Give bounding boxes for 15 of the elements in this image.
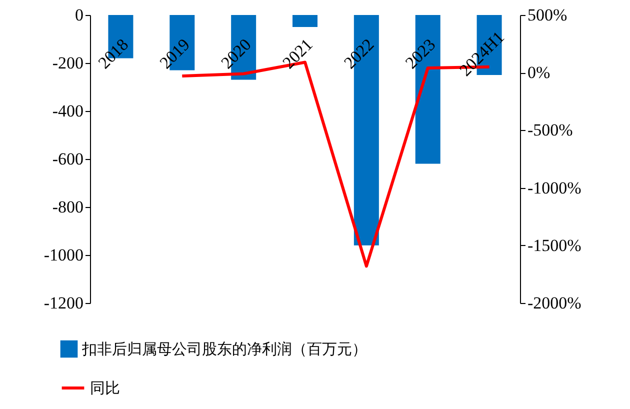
y-tick-label: -400: [52, 102, 84, 120]
y2-tick-label: -1000%: [528, 178, 582, 198]
y2-tick-label: 500%: [528, 6, 568, 24]
y-tick-label: -1200: [44, 294, 84, 312]
y-tick-label: -800: [52, 198, 84, 216]
y2-tick-label: 0%: [528, 63, 550, 82]
legend-label: 扣非后归属母公司股东的净利润（百万元）: [81, 340, 367, 358]
legend-label: 同比: [90, 379, 120, 397]
y-tick-label: -600: [52, 150, 84, 168]
y2-tick-label: -500%: [528, 120, 573, 140]
y2-tick-label: -2000%: [528, 294, 582, 312]
y-tick-label: -1000: [44, 246, 84, 264]
y-tick-label: 0: [75, 6, 84, 24]
y-tick-label: -200: [52, 54, 84, 72]
y2-tick-label: -1500%: [528, 236, 582, 255]
